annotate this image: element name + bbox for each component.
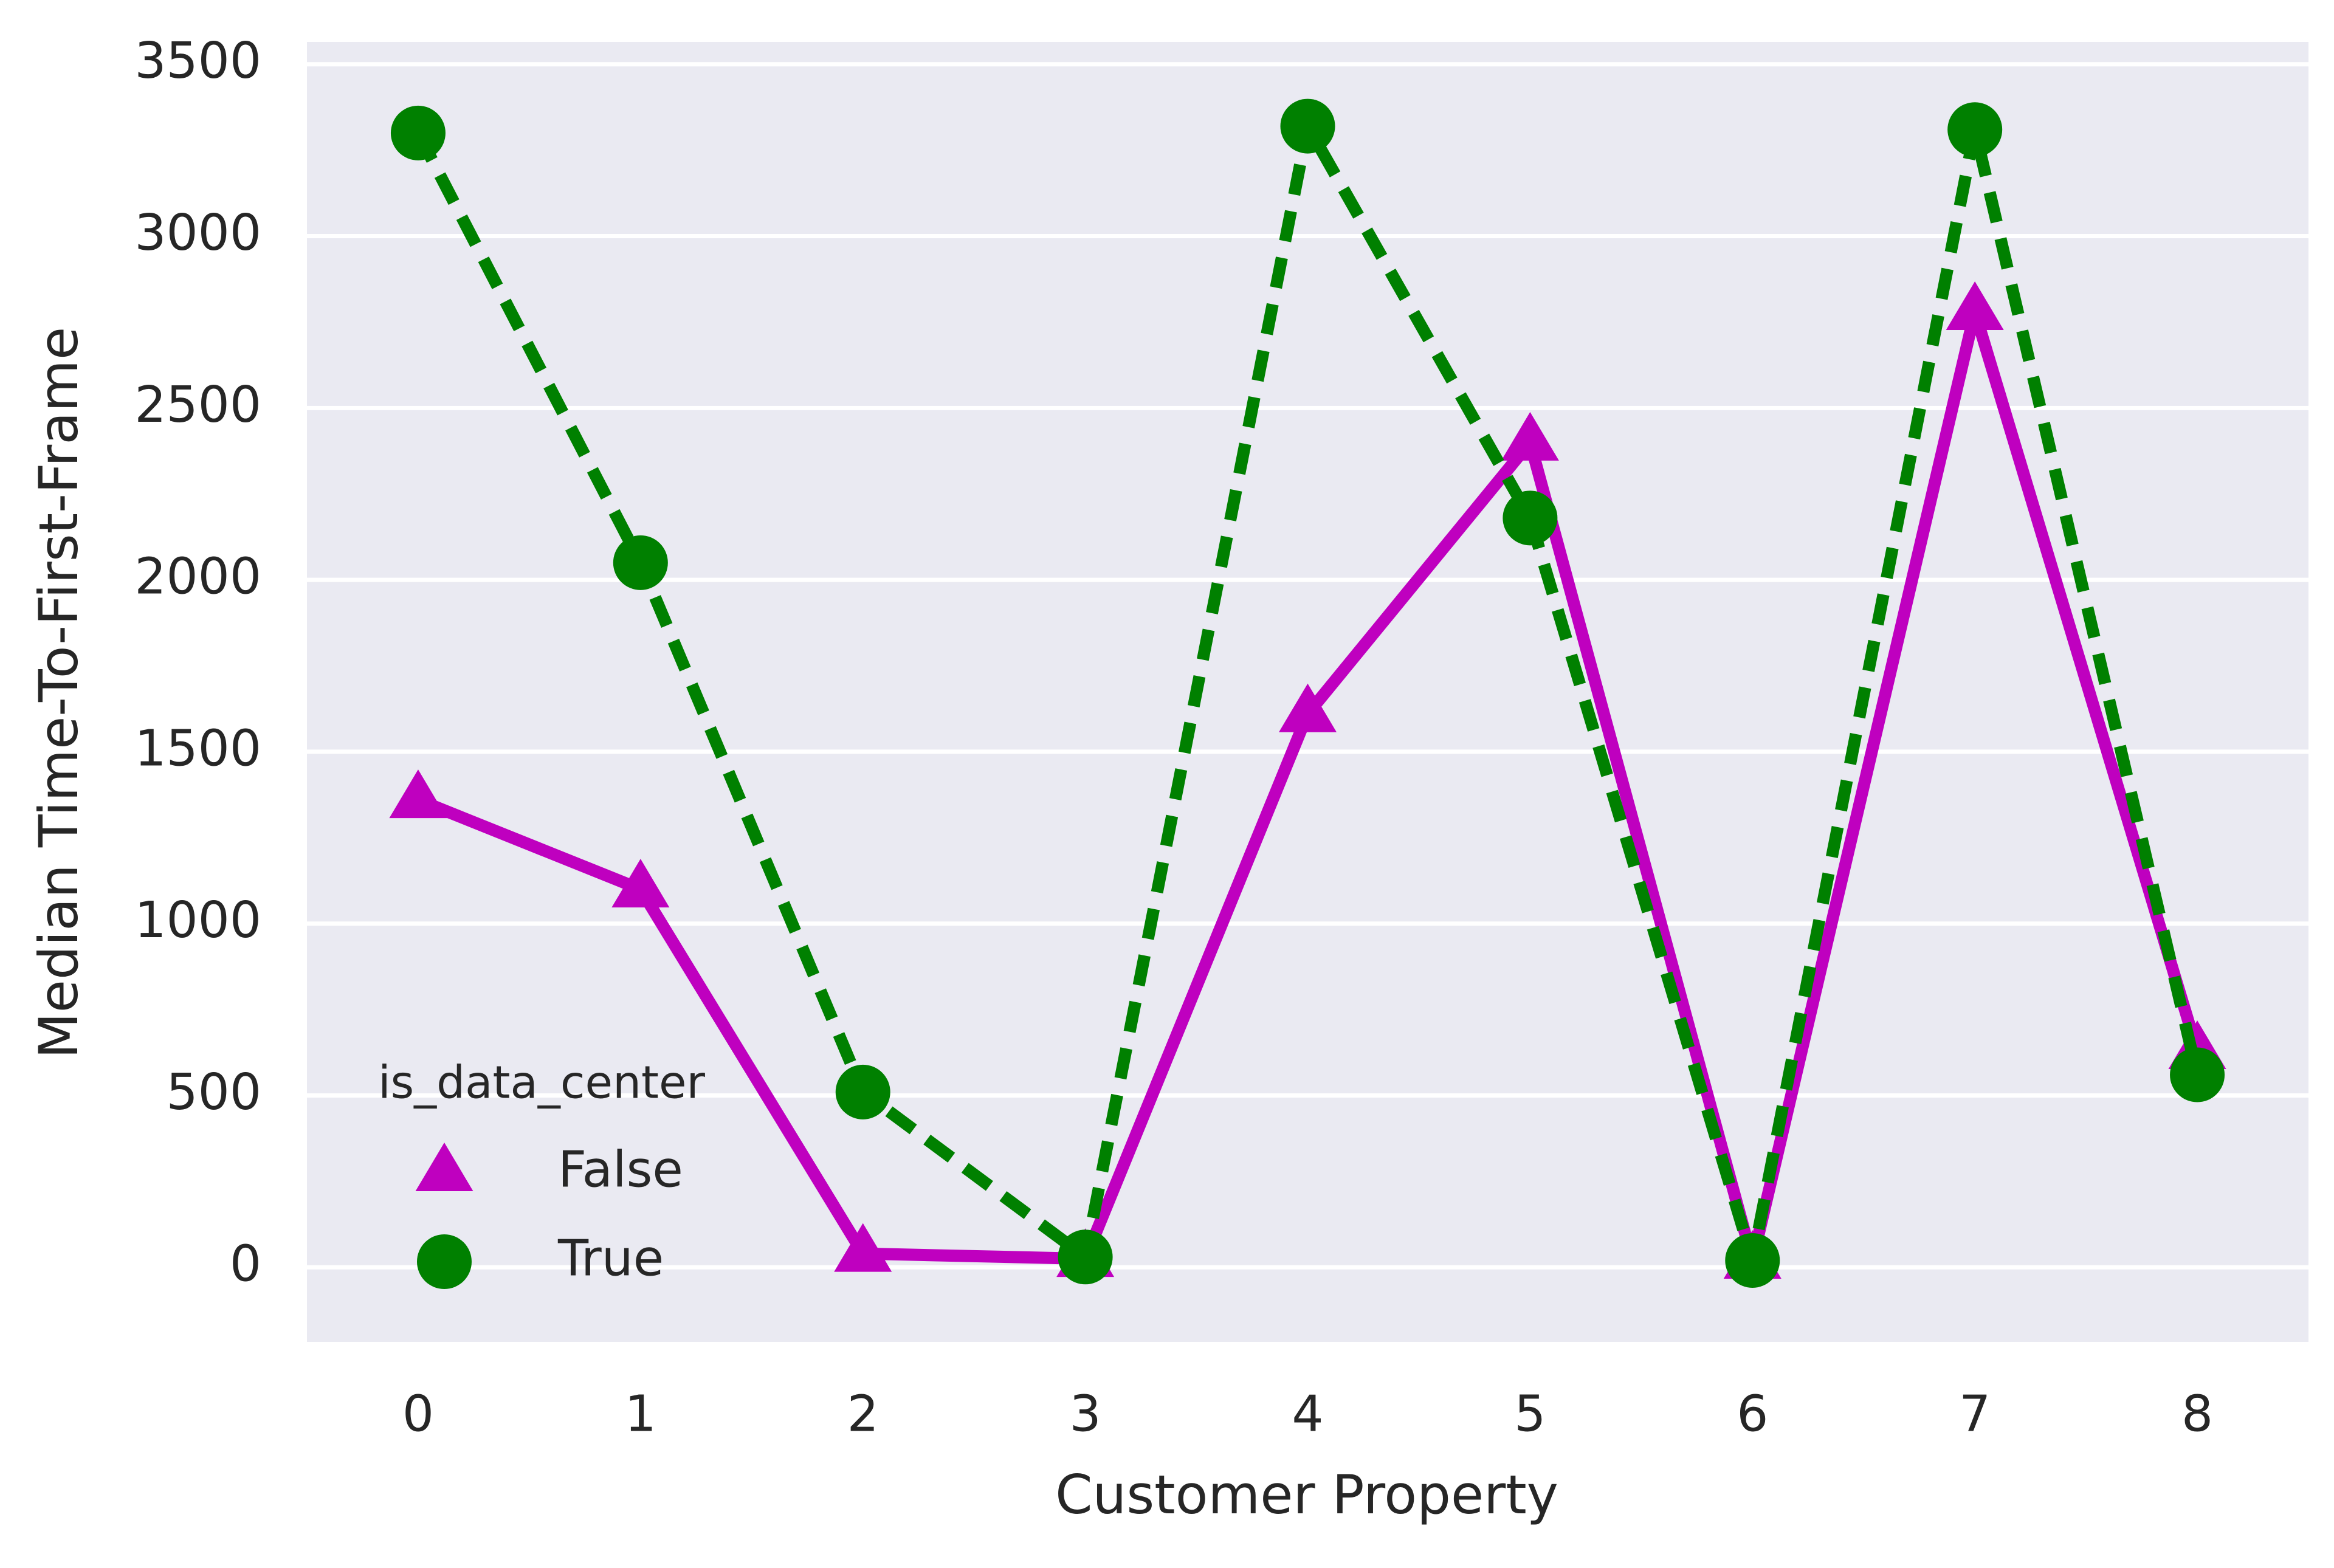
marker <box>1503 490 1558 546</box>
y-axis-label: Median Time-To-First-Frame <box>27 327 90 1059</box>
x-axis-label: Customer Property <box>1055 1463 1558 1526</box>
marker <box>1279 683 1337 732</box>
marker <box>415 1143 473 1191</box>
marker <box>613 535 668 590</box>
marker <box>2170 1047 2225 1102</box>
legend-label: True <box>557 1229 664 1287</box>
legend-label: False <box>558 1141 683 1198</box>
x-tick-label: 3 <box>1070 1385 1101 1443</box>
x-tick-label: 6 <box>1737 1385 1768 1443</box>
x-tick-label: 8 <box>2181 1385 2213 1443</box>
y-tick-label: 1000 <box>134 892 261 949</box>
marker <box>389 769 447 819</box>
y-tick-label: 3000 <box>134 204 261 262</box>
marker <box>1280 98 1335 154</box>
x-tick-label: 1 <box>625 1385 656 1443</box>
marker <box>390 105 446 160</box>
marker <box>1501 411 1559 461</box>
marker <box>1725 1233 1780 1288</box>
y-tick-label: 1500 <box>134 720 261 777</box>
x-tick-label: 2 <box>847 1385 879 1443</box>
marker <box>1946 281 2004 330</box>
grid <box>307 62 2308 1270</box>
x-tick-label: 4 <box>1292 1385 1323 1443</box>
marker <box>1947 102 2003 157</box>
x-tick-label: 0 <box>402 1385 434 1443</box>
legend-title: is_data_center <box>378 1057 705 1109</box>
marker <box>834 1223 892 1272</box>
y-tick-label: 3500 <box>134 32 261 90</box>
y-tick-label: 0 <box>230 1236 261 1293</box>
x-tick-label: 5 <box>1514 1385 1546 1443</box>
series <box>389 98 2226 1288</box>
legend: is_data_center False True <box>378 1057 706 1289</box>
marker <box>611 859 670 908</box>
marker <box>835 1064 890 1119</box>
y-tick-label: 2500 <box>134 376 261 434</box>
x-tick-label: 7 <box>1959 1385 1991 1443</box>
marker <box>1058 1229 1113 1285</box>
y-tick-label: 500 <box>166 1064 261 1121</box>
y-tick-label: 2000 <box>134 548 261 606</box>
marker <box>417 1234 472 1289</box>
